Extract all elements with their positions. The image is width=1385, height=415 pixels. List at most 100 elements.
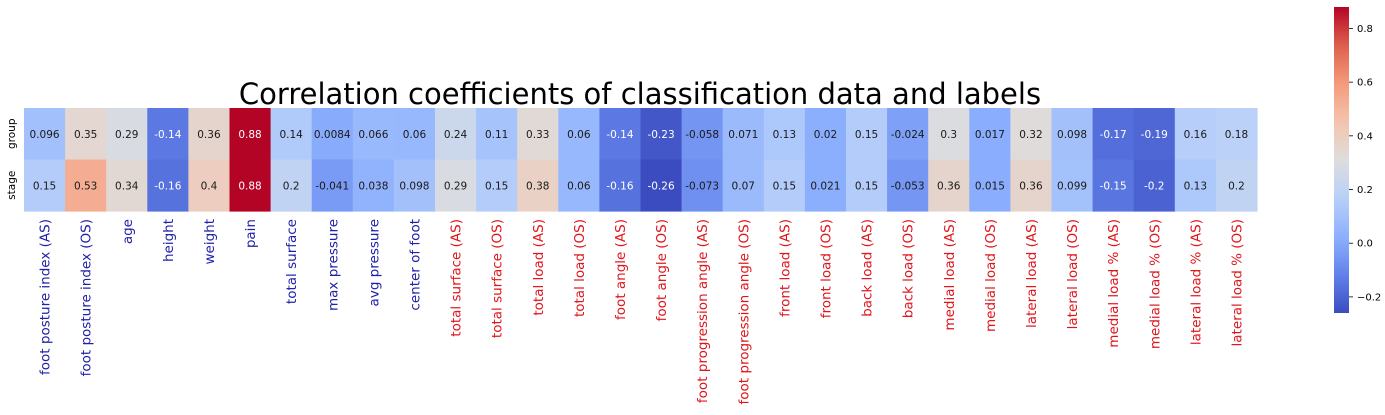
heatmap-cell bbox=[1174, 108, 1217, 161]
heatmap-cell bbox=[270, 108, 313, 161]
heatmap-cell bbox=[887, 159, 929, 212]
colorbar-gradient bbox=[1334, 7, 1349, 313]
heatmap-cell bbox=[106, 159, 148, 212]
cell-value-label: -0.26 bbox=[647, 180, 674, 192]
heatmap-cell bbox=[311, 108, 354, 161]
heatmap-cell bbox=[1010, 159, 1053, 212]
cell-value-label: -0.19 bbox=[1141, 129, 1168, 141]
column-label: center of foot bbox=[407, 219, 423, 311]
cell-value-label: 0.3 bbox=[940, 129, 957, 141]
cell-value-label: 0.24 bbox=[444, 129, 468, 141]
row-label: group bbox=[6, 118, 18, 149]
cell-value-label: 0.29 bbox=[444, 180, 467, 192]
cell-value-label: 0.18 bbox=[1225, 129, 1248, 141]
heatmap-cell bbox=[24, 108, 66, 161]
cell-value-label: 0.099 bbox=[1057, 180, 1087, 192]
cell-value-label: 0.36 bbox=[1019, 180, 1043, 192]
heatmap-cell bbox=[229, 159, 272, 212]
column-label: foot posture index (OS) bbox=[79, 219, 95, 376]
heatmap-cell bbox=[763, 159, 806, 212]
heatmap-cell bbox=[147, 108, 189, 161]
cell-value-label: 0.88 bbox=[238, 180, 261, 192]
heatmap-cell bbox=[558, 108, 600, 161]
heatmap-cell bbox=[188, 159, 231, 212]
cell-value-label: -0.024 bbox=[891, 129, 925, 141]
column-label: lateral load (AS) bbox=[1024, 219, 1040, 328]
cell-value-label: 0.06 bbox=[567, 129, 591, 141]
heatmap-cell bbox=[681, 159, 724, 212]
heatmap-cell bbox=[476, 159, 518, 212]
heatmap-cell bbox=[846, 159, 888, 212]
column-label: foot progression angle (AS) bbox=[695, 219, 711, 403]
heatmap-cell bbox=[1215, 108, 1258, 161]
cell-value-label: 0.06 bbox=[567, 180, 591, 192]
cell-value-label: 0.096 bbox=[30, 129, 60, 141]
cell-value-label: -0.041 bbox=[315, 180, 349, 192]
heatmap-cell bbox=[722, 108, 765, 161]
cell-value-label: 0.038 bbox=[358, 180, 388, 192]
cell-value-label: 0.36 bbox=[197, 129, 221, 141]
column-labels: foot posture index (AS) foot posture inde… bbox=[38, 219, 1246, 404]
heatmap-cell bbox=[763, 108, 806, 161]
cell-value-label: 0.33 bbox=[526, 129, 549, 141]
heatmap-cell bbox=[1133, 159, 1176, 212]
heatmap-cell bbox=[1092, 159, 1135, 212]
heatmap-cell bbox=[352, 108, 395, 161]
column-label: total surface bbox=[284, 219, 300, 304]
cell-value-label: -0.16 bbox=[154, 180, 181, 192]
heatmap-cell bbox=[887, 108, 929, 161]
column-label: total load (AS) bbox=[531, 219, 547, 316]
heatmap-cell bbox=[311, 159, 354, 212]
column-label: foot angle (OS) bbox=[654, 219, 670, 321]
cell-value-label: -0.058 bbox=[685, 129, 719, 141]
heatmap-cell bbox=[599, 108, 642, 161]
cell-value-label: 0.36 bbox=[937, 180, 961, 192]
cell-value-label: 0.06 bbox=[403, 129, 427, 141]
heatmap-cell bbox=[24, 159, 66, 212]
column-label: max pressure bbox=[325, 219, 341, 311]
column-label: lateral load % (OS) bbox=[1229, 219, 1245, 346]
cell-value-label: -0.2 bbox=[1144, 180, 1165, 192]
heatmap-cell bbox=[270, 159, 313, 212]
cell-value-label: 0.34 bbox=[115, 180, 139, 192]
heatmap-cell bbox=[476, 108, 518, 161]
column-label: pain bbox=[243, 219, 259, 248]
column-label: back load (OS) bbox=[901, 219, 917, 318]
heatmap-cell bbox=[1174, 159, 1217, 212]
cell-value-label: 0.066 bbox=[358, 129, 388, 141]
heatmap-cell bbox=[846, 108, 888, 161]
column-label: foot angle (AS) bbox=[613, 219, 629, 320]
cell-value-label: 0.32 bbox=[1019, 129, 1042, 141]
column-label: medial load (OS) bbox=[983, 219, 999, 332]
heatmap-cell bbox=[722, 159, 765, 212]
heatmap-cell bbox=[435, 108, 477, 161]
column-label: total surface (AS) bbox=[449, 219, 465, 337]
row-label: stage bbox=[6, 171, 18, 200]
column-label: lateral load (OS) bbox=[1065, 219, 1081, 329]
cell-value-label: -0.16 bbox=[606, 180, 633, 192]
chart-title: Correlation coefficients of classificati… bbox=[239, 77, 1041, 111]
heatmap-cell bbox=[804, 108, 847, 161]
column-label: foot progression angle (OS) bbox=[736, 219, 752, 404]
heatmap-cell bbox=[1215, 159, 1258, 212]
cell-value-label: 0.071 bbox=[728, 129, 758, 141]
cell-value-label: 0.0084 bbox=[314, 129, 351, 141]
heatmap-cell bbox=[640, 159, 683, 212]
heatmap-cell bbox=[928, 159, 970, 212]
heatmap-cell bbox=[969, 159, 1011, 212]
cell-value-label: 0.07 bbox=[732, 180, 755, 192]
cell-value-label: 0.098 bbox=[1057, 129, 1087, 141]
cell-value-label: 0.2 bbox=[1228, 180, 1245, 192]
column-label: foot posture index (AS) bbox=[38, 219, 54, 375]
colorbar-tick-label: 0.8 bbox=[1357, 24, 1373, 35]
colorbar-tick-label: 0.0 bbox=[1357, 239, 1373, 250]
cell-value-label: 0.38 bbox=[526, 180, 549, 192]
colorbar-tick-label: 0.6 bbox=[1357, 78, 1373, 89]
heatmap-cell bbox=[352, 159, 395, 212]
column-label: age bbox=[120, 219, 136, 244]
heatmap-cell bbox=[1010, 108, 1053, 161]
column-label: total surface (OS) bbox=[490, 219, 506, 338]
cell-value-label: 0.15 bbox=[773, 180, 796, 192]
heatmap-cell bbox=[1051, 159, 1094, 212]
